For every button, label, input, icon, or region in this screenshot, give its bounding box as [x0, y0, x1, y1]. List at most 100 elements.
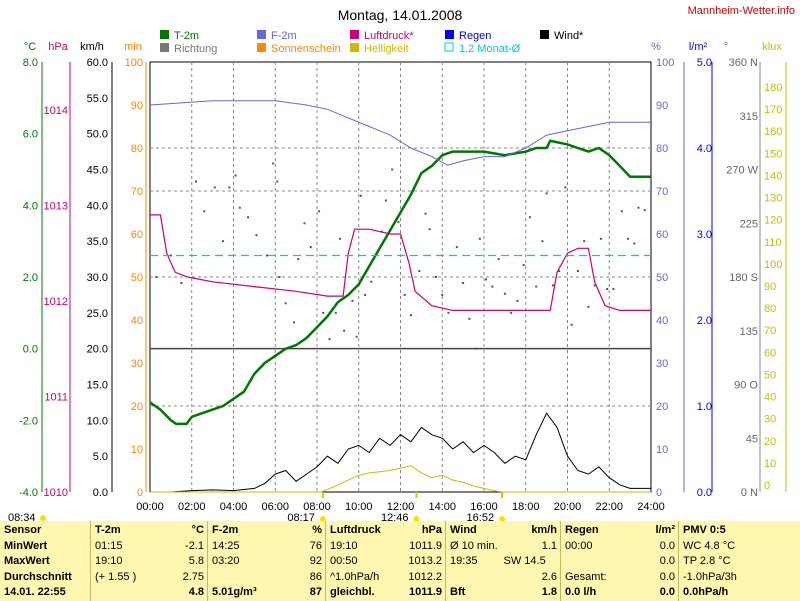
- table-column: Regen l/m² 00:00 0.0 0.0 Gesamt: 0.0 0.0 l/h 0.0: [560, 521, 679, 601]
- tick-min: 40: [131, 315, 143, 327]
- richtung-point: [265, 254, 268, 257]
- richtung-point: [284, 302, 287, 305]
- table-cell: 03:20 92: [212, 554, 322, 569]
- tick-kmh: 10.0: [87, 415, 108, 427]
- richtung-point: [155, 276, 158, 278]
- tick-x: 10:00: [345, 501, 373, 513]
- tick-min: 0: [137, 487, 143, 499]
- richtung-point: [380, 230, 383, 233]
- sun-dot: [319, 516, 326, 521]
- cell-text: hPa: [421, 524, 442, 536]
- table-cell: MaxWert: [4, 554, 86, 569]
- table-cell: 4.8: [95, 585, 204, 600]
- tick-lm2: 3.0: [697, 229, 712, 241]
- sun-dot: [499, 516, 506, 521]
- tick-deg: 315: [740, 111, 758, 123]
- table-cell: T-2m °C: [95, 523, 204, 538]
- table-cell: 14.01. 22:55: [4, 585, 86, 600]
- tick-pct: 80: [656, 143, 668, 155]
- legend-swatch: [540, 30, 549, 39]
- richtung-point: [334, 311, 337, 314]
- tick-kmh: 5.0: [93, 451, 108, 463]
- weather-chart: Montag, 14.01.2008 Mannheim-Wetter.info T-…: [8, 5, 795, 521]
- richtung-point: [355, 335, 358, 338]
- tick-c: 0.0: [23, 344, 38, 356]
- richtung-point: [309, 246, 312, 249]
- table-cell: PMV 0:5: [683, 523, 797, 538]
- tick-klux: 60: [764, 347, 776, 359]
- richtung-point: [612, 287, 615, 290]
- axis-unit-min: min: [124, 41, 142, 53]
- tick-klux: 40: [764, 392, 776, 404]
- tick-x: 04:00: [220, 501, 248, 513]
- richtung-point: [541, 240, 544, 243]
- tick-x: 06:00: [261, 501, 289, 513]
- tick-pct: 30: [656, 358, 668, 370]
- tick-klux: 30: [764, 414, 776, 426]
- table-cell: 0.0hPa/h: [683, 585, 797, 600]
- cell-text: 1.8: [541, 586, 557, 598]
- richtung-point: [418, 270, 421, 273]
- table-cell: F-2m%: [212, 523, 322, 538]
- table-cell: 19:10 5.8: [95, 554, 204, 569]
- richtung-point: [234, 174, 237, 177]
- cell-text: Luftdruck: [330, 524, 381, 536]
- cell-text: 92: [309, 555, 322, 567]
- tick-min: 80: [131, 143, 143, 155]
- tick-klux: 90: [764, 281, 776, 293]
- table-cell: Durchschnitt: [4, 570, 86, 585]
- cell-text: 1012.2: [408, 570, 442, 583]
- richtung-point: [478, 237, 481, 240]
- tick-x: 16:00: [470, 501, 498, 513]
- cell-text: -2.1: [185, 539, 204, 552]
- cell-text: Bft: [450, 586, 466, 598]
- series-line: [150, 465, 651, 493]
- table-cell: 0.0 l/h 0.0: [565, 585, 675, 600]
- sun-dot: [413, 516, 420, 521]
- cell-text: MinWert: [4, 539, 48, 552]
- cell-text: Ø 10 min.: [450, 539, 498, 552]
- tick-kmh: 20.0: [87, 344, 108, 356]
- tick-klux: 150: [764, 148, 782, 160]
- legend-swatch: [160, 43, 169, 52]
- tick-min: 30: [131, 358, 143, 370]
- table-cell: 19:10 1011.9: [330, 539, 442, 554]
- richtung-point: [468, 317, 471, 320]
- tick-hpa: 1010: [44, 487, 68, 499]
- tick-c: 4.0: [23, 200, 38, 212]
- richtung-point: [434, 276, 437, 278]
- axis-unit-pct: %: [651, 41, 661, 53]
- axis-unit-lm2: l/m²: [689, 41, 708, 53]
- tick-kmh: 40.0: [87, 200, 108, 212]
- tick-pct: 50: [656, 272, 668, 284]
- richtung-point: [180, 281, 183, 284]
- table-cell: Gesamt: 0.0: [565, 570, 675, 585]
- table-cell: 00:00 0.0: [565, 539, 675, 554]
- richtung-point: [272, 162, 275, 165]
- tick-klux: 20: [764, 436, 776, 448]
- richtung-point: [213, 186, 216, 189]
- tick-deg: 135: [740, 326, 758, 338]
- cell-text: Gesamt:: [565, 570, 607, 583]
- cell-text: 01:15: [95, 539, 123, 552]
- table-cell: -1.0hPa/3h: [683, 570, 797, 585]
- table-column: PMV 0:5 WC 4.8 °C TP 2.8 °C -1.0hPa/3h 0.0hP…: [678, 521, 800, 601]
- richtung-point: [491, 285, 494, 288]
- tick-pct: 60: [656, 229, 668, 241]
- richtung-point: [276, 180, 279, 183]
- table-column: Sensor MinWert MaxWert Durchschnitt 14.01. 2…: [0, 521, 90, 601]
- richtung-point: [535, 285, 538, 288]
- legend-swatch: [350, 30, 359, 39]
- richtung-point: [343, 329, 346, 332]
- richtung-point: [228, 186, 231, 189]
- cell-text: 0.0hPa/h: [683, 586, 729, 598]
- cell-text: 0.0: [659, 539, 675, 552]
- tick-hpa: 1012: [44, 296, 68, 308]
- table-cell: Ø 10 min. 1.1: [450, 539, 557, 554]
- richtung-point: [564, 186, 567, 189]
- richtung-point: [238, 206, 241, 209]
- tick-klux: 100: [764, 259, 782, 271]
- sun-dot: [40, 515, 46, 521]
- richtung-point: [447, 311, 450, 314]
- table-cell: Luftdruck hPa: [330, 523, 442, 538]
